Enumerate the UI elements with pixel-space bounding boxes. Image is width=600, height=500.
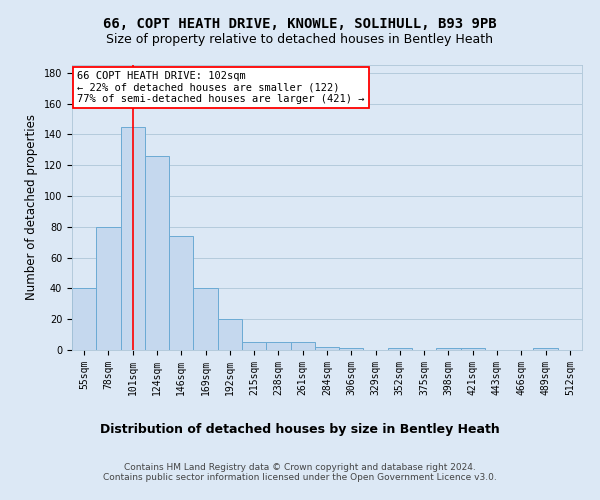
Bar	[436, 348, 461, 350]
Text: 66, COPT HEATH DRIVE, KNOWLE, SOLIHULL, B93 9PB: 66, COPT HEATH DRIVE, KNOWLE, SOLIHULL, …	[103, 18, 497, 32]
Bar	[218, 319, 242, 350]
Text: Distribution of detached houses by size in Bentley Heath: Distribution of detached houses by size …	[100, 424, 500, 436]
Y-axis label: Number of detached properties: Number of detached properties	[25, 114, 38, 300]
Bar	[339, 348, 364, 350]
Bar	[242, 342, 266, 350]
Bar	[315, 347, 339, 350]
Text: Contains HM Land Registry data © Crown copyright and database right 2024.: Contains HM Land Registry data © Crown c…	[124, 464, 476, 472]
Text: Contains public sector information licensed under the Open Government Licence v3: Contains public sector information licen…	[103, 474, 497, 482]
Bar	[388, 348, 412, 350]
Bar	[193, 288, 218, 350]
Bar	[290, 342, 315, 350]
Bar	[145, 156, 169, 350]
Bar	[96, 227, 121, 350]
Bar	[169, 236, 193, 350]
Bar	[121, 126, 145, 350]
Text: Size of property relative to detached houses in Bentley Heath: Size of property relative to detached ho…	[107, 32, 493, 46]
Bar	[461, 348, 485, 350]
Bar	[72, 288, 96, 350]
Bar	[533, 348, 558, 350]
Text: 66 COPT HEATH DRIVE: 102sqm
← 22% of detached houses are smaller (122)
77% of se: 66 COPT HEATH DRIVE: 102sqm ← 22% of det…	[77, 70, 365, 104]
Bar	[266, 342, 290, 350]
